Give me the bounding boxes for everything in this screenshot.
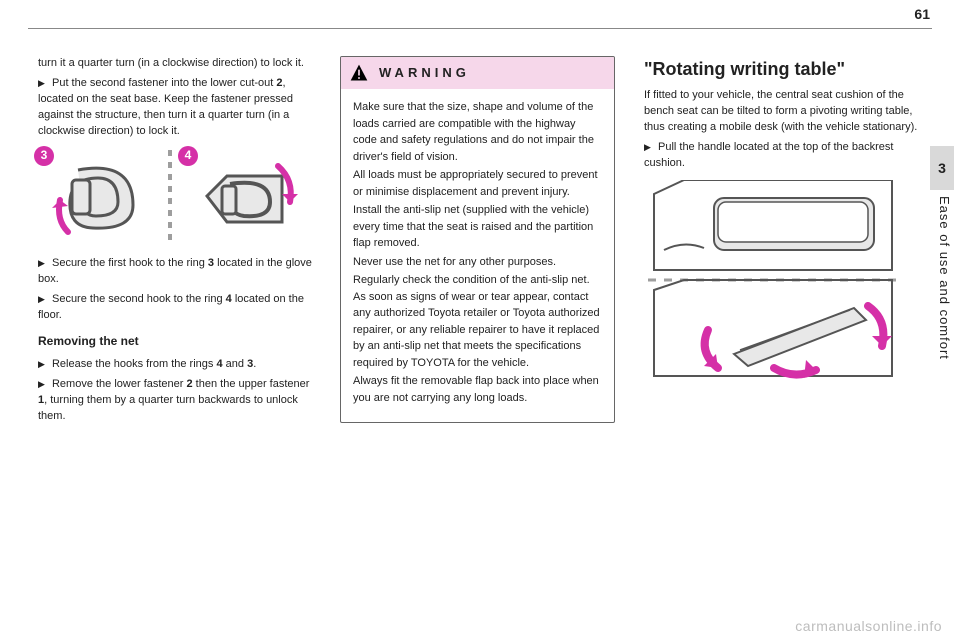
body-text: Release the hooks from the rings 4 and 3… <box>38 357 313 373</box>
section-title: "Rotating writing table" <box>644 56 919 82</box>
header-rule <box>28 28 932 29</box>
figure-4: 4 <box>182 150 302 242</box>
d-ring-icon <box>182 150 302 242</box>
figure-divider <box>168 150 172 242</box>
d-ring-icon <box>38 150 158 242</box>
body-text: If fitted to your vehicle, the central s… <box>644 88 919 136</box>
page-number: 61 <box>914 6 930 22</box>
body-text: Pull the handle located at the top of th… <box>644 140 919 172</box>
chapter-tab: 3 <box>930 146 954 190</box>
body-text: turn it a quarter turn (in a clockwise d… <box>38 56 313 72</box>
text: Release the hooks from the rings <box>52 358 216 370</box>
warning-title: WARNING <box>379 64 470 83</box>
text: , turning them by a quarter turn backwar… <box>38 394 298 422</box>
figure-writing-table <box>644 180 904 380</box>
warning-header: WARNING <box>341 57 614 89</box>
chapter-label: Ease of use and comfort <box>934 196 952 360</box>
column-2: WARNING Make sure that the size, shape a… <box>340 56 615 423</box>
warning-body: Make sure that the size, shape and volum… <box>341 89 614 422</box>
subheading: Removing the net <box>38 333 313 350</box>
warning-text: All loads must be appropriately secured … <box>353 167 602 200</box>
body-text: Put the second fastener into the lower c… <box>38 76 313 140</box>
text: Remove the lower fastener <box>52 378 187 390</box>
figure-badge: 4 <box>178 146 198 166</box>
text: Secure the first hook to the ring <box>52 257 208 269</box>
text: . <box>253 358 256 370</box>
figure-3: 3 <box>38 150 158 242</box>
warning-box: WARNING Make sure that the size, shape a… <box>340 56 615 423</box>
warning-text: Always fit the removable flap back into … <box>353 373 602 406</box>
warning-text: Make sure that the size, shape and volum… <box>353 99 602 165</box>
watermark: carmanualsonline.info <box>795 618 942 634</box>
body-text: Remove the lower fastener 2 then the upp… <box>38 377 313 425</box>
warning-text: Install the anti-slip net (supplied with… <box>353 202 602 252</box>
text: and <box>223 358 247 370</box>
warning-text: Never use the net for any other purposes… <box>353 254 602 271</box>
text: Secure the second hook to the ring <box>52 293 226 305</box>
column-3: "Rotating writing table" If fitted to yo… <box>644 56 919 380</box>
body-text: Secure the first hook to the ring 3 loca… <box>38 256 313 288</box>
text: Pull the handle located at the top of th… <box>644 141 893 169</box>
warning-text: Regularly check the condition of the ant… <box>353 272 602 371</box>
figure-badge: 3 <box>34 146 54 166</box>
column-1: turn it a quarter turn (in a clockwise d… <box>38 56 313 429</box>
text: then the upper fastener <box>193 378 310 390</box>
figure-row: 3 4 <box>38 150 313 242</box>
body-text: Secure the second hook to the ring 4 loc… <box>38 292 313 324</box>
text: Put the second fastener into the lower c… <box>52 77 276 89</box>
warning-icon <box>349 63 369 83</box>
